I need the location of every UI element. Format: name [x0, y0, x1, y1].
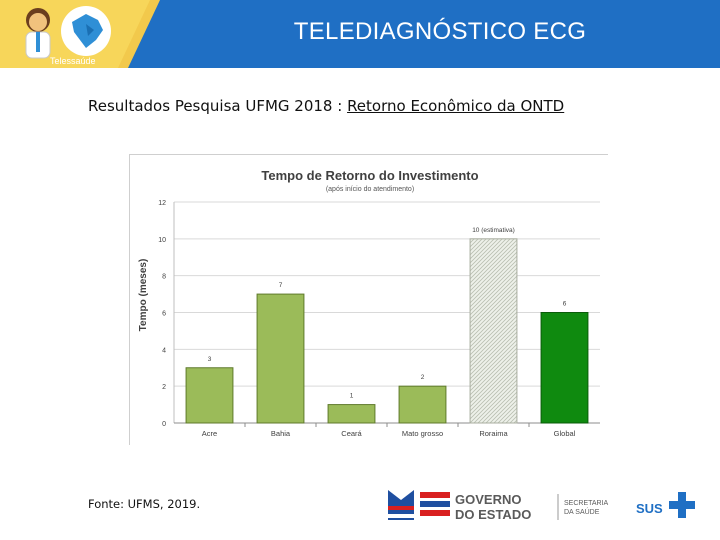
category-label: Bahia [271, 429, 291, 438]
chart-subtitle: (após início do atendimento) [326, 186, 414, 193]
gov-line1: GOVERNO [455, 492, 521, 507]
y-tick-label: 4 [162, 347, 166, 354]
data-label: 6 [563, 301, 567, 308]
slide-subtitle: Resultados Pesquisa UFMG 2018 : Retorno … [88, 97, 564, 115]
y-axis-label: Tempo (meses) [138, 259, 149, 332]
y-tick-label: 6 [162, 311, 166, 318]
bar-mato-grosso [398, 385, 447, 424]
bar-roraima [469, 238, 518, 424]
header-logo-area: Telessaúde [0, 0, 160, 68]
bahia-flag-icon [388, 490, 414, 520]
category-label: Mato grosso [402, 429, 443, 438]
category-label: Ceará [341, 429, 362, 438]
data-label: 2 [421, 374, 425, 381]
data-label: 3 [208, 356, 212, 363]
gov-line2: DO ESTADO [455, 507, 531, 522]
source-note: Fonte: UFMS, 2019. [88, 497, 201, 511]
telessaude-logo-text: Telessaúde [50, 56, 96, 66]
y-tick-label: 0 [162, 421, 166, 428]
header-bar: Telessaúde TELEDIAGNÓSTICO ECG [0, 0, 720, 68]
category-label: Roraima [479, 429, 508, 438]
subtitle-underlined: Retorno Econômico da ONTD [347, 97, 565, 115]
bar-bahia [256, 293, 305, 424]
y-tick-label: 10 [158, 237, 166, 244]
y-tick-label: 8 [162, 274, 166, 281]
chart-title: Tempo de Retorno do Investimento [261, 168, 478, 183]
bar-ceará [327, 404, 376, 424]
sus-cross-icon [669, 492, 695, 518]
page-title: TELEDIAGNÓSTICO ECG [293, 18, 587, 45]
category-label: Global [554, 429, 576, 438]
bar-global [540, 312, 589, 424]
sec-line1: SECRETARIA [564, 500, 609, 507]
data-label: 7 [279, 282, 283, 289]
y-tick-label: 2 [162, 384, 166, 391]
data-label: 10 (estimativa) [472, 227, 515, 234]
doctor-avatar-icon [25, 8, 51, 59]
sec-line2: DA SAÚDE [564, 507, 600, 516]
data-label: 1 [350, 393, 354, 400]
footer-logos: GOVERNO DO ESTADO SECRETARIA DA SAÚDE SU… [388, 490, 695, 522]
subtitle-prefix: Resultados Pesquisa UFMG 2018 : [88, 97, 348, 115]
sus-logo-text: SUS [636, 501, 663, 516]
y-tick-label: 12 [158, 200, 166, 207]
category-label: Acre [202, 429, 217, 438]
chart-panel: Tempo de Retorno do Investimento (após i… [129, 154, 608, 445]
bar-acre [185, 367, 234, 424]
bar-chart: Tempo de Retorno do Investimento (após i… [138, 168, 600, 438]
